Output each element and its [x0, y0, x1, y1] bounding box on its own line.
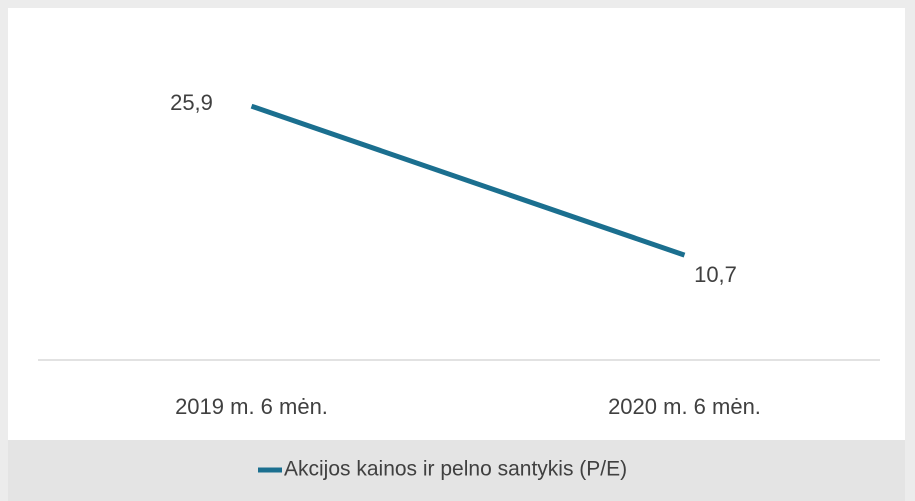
x-tick-label: 2019 m. 6 mėn. — [175, 394, 328, 419]
legend-band — [8, 440, 905, 501]
line — [250, 103, 686, 258]
plot-panel — [8, 8, 905, 440]
data-label: 10,7 — [694, 262, 737, 287]
x-tick-label: 2020 m. 6 mėn. — [608, 394, 761, 419]
data-label: 25,9 — [170, 90, 213, 115]
legend-label: Akcijos kainos ir pelno santykis (P/E) — [284, 458, 627, 481]
